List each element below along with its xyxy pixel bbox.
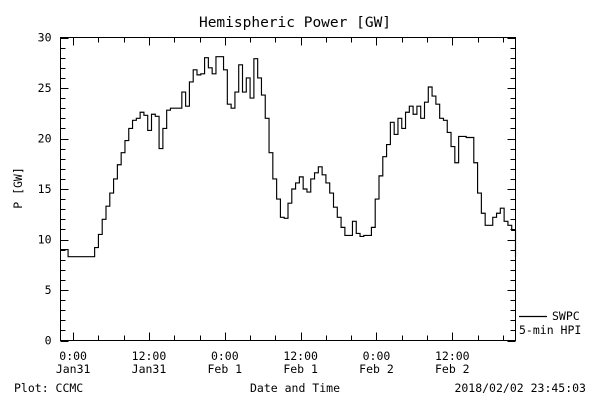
y-axis-ticks [60,37,516,343]
y-tick-label: 15 [38,182,52,196]
series-line-swpc-5min-hpi [60,56,517,258]
x-axis-label: Date and Time [250,381,340,395]
legend: SWPC 5-min HPI [519,309,581,337]
y-axis-tick-labels: 0 5 10 15 20 25 30 [38,31,52,348]
x-tick-label-date: Feb 1 [283,362,318,376]
x-axis-ticks [72,37,505,341]
x-tick-label-time: 0:00 [363,349,391,363]
x-tick-label-time: 12:00 [132,349,167,363]
x-tick-label-time: 12:00 [283,349,318,363]
y-tick-label: 25 [38,81,52,95]
x-tick-label-time: 0:00 [59,349,87,363]
y-tick-label: 10 [38,233,52,247]
footer-timestamp: 2018/02/02 23:45:03 [454,381,586,395]
plot-frame [59,36,517,342]
x-tick-label-time: 0:00 [211,349,239,363]
legend-label-line-1: SWPC [552,309,580,323]
x-tick-label-date: Feb 2 [359,362,394,376]
y-tick-label: 20 [38,132,52,146]
y-tick-label: 5 [45,283,52,297]
x-tick-label-date: Feb 1 [207,362,242,376]
x-tick-label-date: Jan31 [132,362,167,376]
y-axis-label: P [GW] [11,167,25,209]
x-tick-label-time: 12:00 [435,349,470,363]
y-tick-label: 0 [45,334,52,348]
x-tick-label-date: Jan31 [56,362,91,376]
data-series-swpc-5min-hpi [60,56,517,258]
x-tick-label-date: Feb 2 [435,362,470,376]
footer-plot-source: Plot: CCMC [14,381,83,395]
legend-label-line-2: 5-min HPI [519,323,581,337]
y-tick-label: 30 [38,31,52,45]
chart-title: Hemispheric Power [GW] [199,15,391,31]
